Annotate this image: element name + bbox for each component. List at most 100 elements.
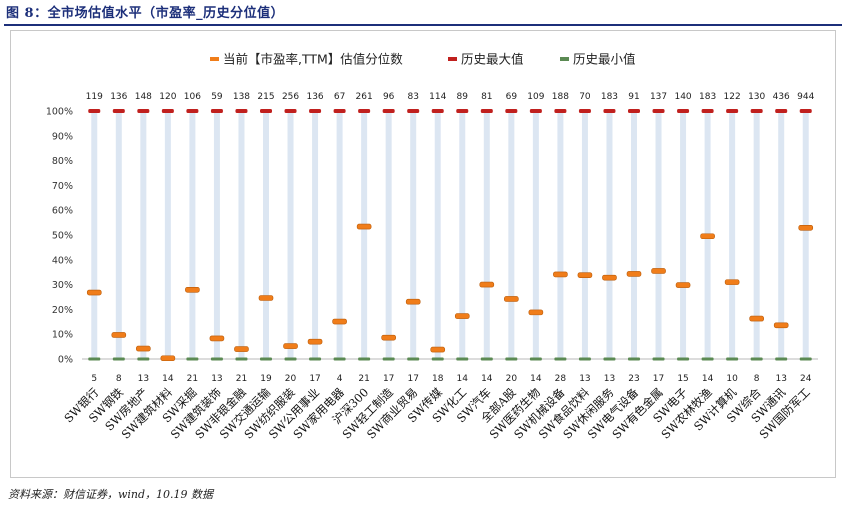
- range-bar: [483, 111, 490, 359]
- min-label: 14: [457, 374, 469, 384]
- max-label: 120: [159, 92, 176, 102]
- range-bar: [581, 111, 588, 359]
- range-bar: [508, 111, 515, 359]
- min-marker: [186, 357, 199, 361]
- max-marker: [186, 109, 199, 113]
- max-marker: [554, 109, 567, 113]
- max-marker: [677, 109, 690, 113]
- min-marker: [775, 357, 788, 361]
- max-label: 261: [356, 92, 373, 102]
- range-bar: [91, 111, 98, 359]
- range-bar: [753, 111, 760, 359]
- max-marker: [88, 109, 101, 113]
- current-marker: [504, 296, 519, 302]
- max-marker: [431, 109, 444, 113]
- min-label: 14: [530, 374, 542, 384]
- min-label: 17: [309, 374, 320, 384]
- max-label: 67: [334, 92, 345, 102]
- max-label: 140: [674, 92, 691, 102]
- range-bar: [410, 111, 417, 359]
- max-label: 944: [797, 92, 814, 102]
- min-marker: [284, 357, 297, 361]
- min-marker: [137, 357, 150, 361]
- current-marker: [209, 335, 225, 342]
- range-bar: [213, 111, 220, 359]
- current-marker: [283, 343, 298, 349]
- legend-label: 当前【市盈率,TTM】估值分位数: [223, 52, 403, 67]
- range-bar: [532, 111, 539, 359]
- range-bar: [238, 111, 245, 359]
- max-label: 137: [650, 92, 667, 102]
- max-label: 183: [699, 92, 716, 102]
- range-bar: [631, 111, 637, 359]
- y-tick-label: 90%: [52, 131, 73, 142]
- range-bar: [680, 111, 687, 359]
- max-marker: [603, 109, 616, 113]
- range-bar: [336, 111, 343, 359]
- max-marker: [775, 109, 788, 113]
- current-marker: [553, 271, 568, 278]
- range-bar: [385, 111, 392, 359]
- range-bar: [361, 111, 368, 359]
- min-marker: [382, 357, 395, 361]
- current-marker: [86, 289, 102, 296]
- max-label: 59: [211, 92, 223, 102]
- min-label: 18: [432, 374, 444, 384]
- current-marker: [307, 338, 323, 345]
- max-label: 215: [257, 92, 274, 102]
- min-marker: [333, 357, 346, 361]
- min-marker: [235, 357, 248, 361]
- current-marker: [700, 233, 715, 240]
- min-label: 13: [579, 374, 590, 384]
- max-label: 83: [407, 92, 418, 102]
- max-label: 122: [724, 92, 741, 102]
- max-label: 436: [773, 92, 790, 102]
- max-label: 91: [628, 92, 639, 102]
- min-label: 13: [604, 374, 615, 384]
- current-marker: [577, 272, 593, 278]
- min-label: 21: [358, 374, 369, 384]
- range-bar: [164, 111, 171, 359]
- legend-swatch: [560, 57, 569, 61]
- min-label: 23: [628, 374, 639, 384]
- max-marker: [161, 109, 174, 113]
- current-marker: [111, 332, 127, 338]
- min-marker: [726, 357, 739, 361]
- max-marker: [652, 109, 665, 113]
- current-marker: [430, 346, 446, 353]
- range-bar: [729, 111, 736, 359]
- min-marker: [799, 357, 812, 361]
- min-marker: [456, 357, 469, 361]
- legend-swatch: [448, 57, 457, 61]
- y-tick-label: 100%: [46, 107, 73, 118]
- y-tick-label: 70%: [52, 181, 73, 192]
- min-label: 8: [116, 374, 122, 384]
- current-marker: [602, 274, 617, 281]
- max-label: 136: [110, 92, 127, 102]
- min-marker: [210, 357, 223, 361]
- y-tick-label: 20%: [52, 305, 73, 316]
- current-marker: [724, 279, 740, 285]
- current-marker: [528, 309, 544, 316]
- min-marker: [628, 357, 640, 361]
- y-tick-label: 10%: [52, 330, 73, 341]
- min-marker: [407, 357, 420, 361]
- min-marker: [309, 357, 322, 361]
- min-label: 17: [407, 374, 418, 384]
- range-bar: [189, 111, 196, 359]
- current-marker: [651, 268, 666, 274]
- max-label: 114: [429, 92, 446, 102]
- min-label: 19: [260, 374, 272, 384]
- max-label: 130: [748, 92, 765, 102]
- min-label: 14: [702, 374, 714, 384]
- max-label: 256: [282, 92, 299, 102]
- min-label: 13: [138, 374, 149, 384]
- max-marker: [750, 109, 763, 113]
- max-marker: [726, 109, 739, 113]
- min-marker: [603, 357, 616, 361]
- chart-frame: [10, 30, 836, 478]
- range-bar: [606, 111, 613, 359]
- max-marker: [260, 109, 272, 113]
- min-label: 13: [775, 374, 786, 384]
- max-label: 188: [552, 92, 569, 102]
